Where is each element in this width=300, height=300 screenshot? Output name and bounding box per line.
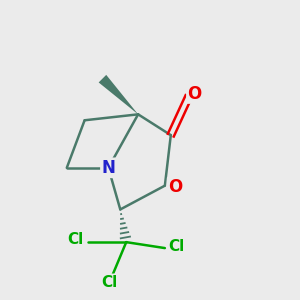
Text: N: N [101,159,115,177]
Text: Cl: Cl [169,239,185,254]
Text: O: O [188,85,202,103]
Polygon shape [99,75,138,114]
Text: Cl: Cl [102,275,118,290]
Text: Cl: Cl [68,232,84,247]
Text: O: O [168,178,182,196]
